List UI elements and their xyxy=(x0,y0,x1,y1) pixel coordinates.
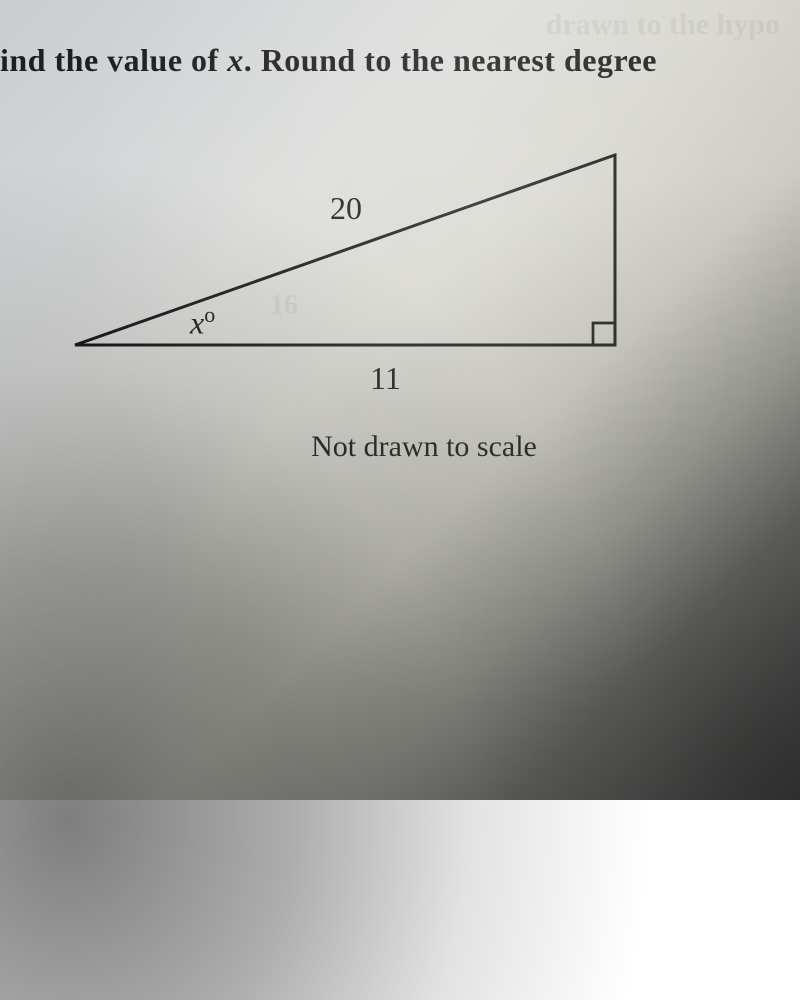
scale-note: Not drawn to scale xyxy=(24,430,800,464)
question-text: ind the value of x. Round to the nearest… xyxy=(0,42,800,79)
question-variable: x xyxy=(227,42,244,78)
ghost-text-top: drawn to the hypo xyxy=(546,8,780,42)
triangle-figure xyxy=(55,135,695,395)
paper-surface: drawn to the hypo 16 ind the value of x.… xyxy=(0,0,800,800)
question-prefix: ind the value of xyxy=(0,42,227,78)
angle-symbol: x xyxy=(190,305,204,341)
label-hypotenuse: 20 xyxy=(330,190,362,227)
page-vignette xyxy=(0,0,800,800)
question-suffix: . Round to the nearest degree xyxy=(244,42,657,78)
label-base: 11 xyxy=(370,360,401,397)
label-angle: xo xyxy=(190,302,215,342)
triangle-svg xyxy=(55,135,695,395)
angle-degree-mark: o xyxy=(204,302,215,327)
